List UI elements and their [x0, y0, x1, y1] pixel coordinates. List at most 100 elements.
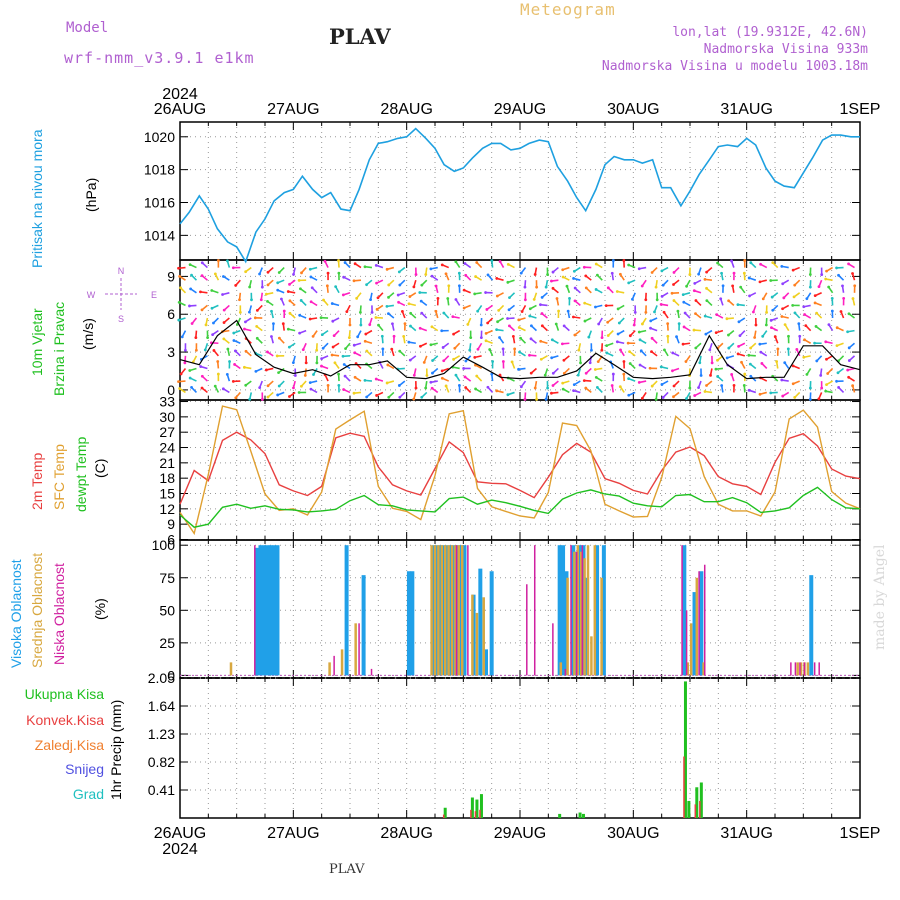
cloud-mid-bar: [593, 545, 597, 676]
wind-arrow-head: [255, 309, 259, 312]
compass-w: W: [87, 290, 96, 300]
wind-arrow-head: [616, 307, 620, 311]
wind-arrow-head: [244, 270, 248, 274]
cloud-mid-bar: [695, 577, 699, 676]
wind-arrow-head: [310, 286, 314, 290]
wind-arrow-head: [243, 327, 246, 331]
wind-arrow-head: [825, 383, 828, 386]
compass-e: E: [151, 290, 157, 300]
wind-arrow-head: [791, 268, 795, 272]
wind-arrow-head: [422, 360, 426, 364]
compass-s: S: [118, 314, 124, 324]
wind-arrow-head: [544, 397, 548, 401]
wind-arrow-head: [781, 394, 785, 398]
wind-arrow-head: [441, 346, 445, 349]
y-tick-label: 9: [167, 268, 175, 284]
wind-arrow-head: [442, 311, 446, 315]
wind-arrow-head: [781, 307, 784, 311]
wind-arrow-head: [535, 398, 539, 401]
wind-arrow-head: [319, 316, 323, 320]
wind-arrow-head: [495, 328, 499, 332]
wind-arrow-head: [813, 341, 817, 345]
wind-arrow-head: [783, 361, 787, 365]
wind-arrow-head: [291, 361, 295, 365]
wind-arrow-head: [847, 312, 851, 316]
wind-arrow-head: [177, 380, 180, 384]
cloud-mid-bar: [590, 636, 593, 676]
wind-arrow-head: [710, 361, 714, 365]
wind-arrow-head: [347, 336, 351, 340]
wind-arrow-head: [398, 349, 402, 353]
wind-arrow-head: [579, 361, 582, 365]
wind-arrow-head: [325, 284, 329, 288]
wind-arrow-head: [615, 290, 619, 293]
precip-total-bar: [558, 813, 562, 818]
wind-arrow-head: [783, 323, 787, 327]
cloud-low-bar: [526, 584, 528, 676]
x-day-label-top: 29AUG: [494, 101, 546, 118]
wind-arrow-head: [698, 361, 702, 365]
wind-arrow-head: [826, 372, 830, 375]
wind-arrow-head: [476, 347, 480, 351]
wind-arrow-head: [776, 347, 780, 351]
wind-arrow-head: [529, 324, 533, 328]
wind-arrow-head: [758, 392, 762, 396]
wind-arrow-head: [626, 341, 630, 345]
wind-arrow-head: [699, 374, 703, 377]
wind-arrow-head: [535, 285, 539, 289]
x-day-label-top: 31AUG: [720, 101, 772, 118]
wind-arrow-head: [561, 275, 565, 279]
wind-arrow-head: [808, 398, 812, 401]
wind-arrow-head: [222, 337, 226, 341]
wind-arrow-head: [440, 329, 444, 333]
cloud-mid-bar: [573, 551, 576, 676]
x-day-label-top: 26AUG: [154, 101, 206, 118]
wind-arrow-head: [402, 334, 406, 338]
wind-arrow-head: [837, 386, 841, 389]
wind-arrow-head: [761, 297, 765, 301]
wind-arrow-head: [568, 297, 571, 300]
wind-arrow-head: [835, 326, 839, 330]
wind-arrow-head: [255, 336, 259, 340]
cloud-low-bar: [581, 545, 584, 676]
wind-arrow-head: [424, 273, 428, 276]
wind-arrow-head: [721, 284, 725, 288]
wind-arrow-head: [566, 309, 570, 313]
wind-arrow-head: [501, 360, 505, 363]
wind-arrow-head: [705, 299, 709, 303]
wind-arrow-head: [808, 285, 812, 289]
wind-arrow-head: [376, 296, 380, 300]
wind-arrow-head: [716, 358, 719, 362]
wind-arrow-head: [631, 297, 634, 301]
wind-arrow-head: [610, 271, 614, 275]
wind-arrow-head: [758, 280, 762, 284]
wind-arrow-head: [660, 295, 664, 298]
wind-arrow-head: [532, 298, 536, 301]
wind-arrow-head: [758, 342, 762, 346]
wind-arrow-head: [682, 325, 686, 329]
cloud-high-bar: [275, 545, 280, 676]
wind-arrow-head: [331, 319, 335, 323]
precip-convective-bar: [470, 809, 472, 818]
wind-arrow-head: [765, 311, 768, 314]
wind-arrow-head: [694, 312, 697, 316]
wind-arrow-head: [813, 301, 817, 305]
wind-arrow-head: [434, 309, 438, 313]
wind-arrow-head: [276, 288, 280, 292]
wind-arrow-head: [814, 325, 818, 328]
wind-arrow-head: [457, 284, 461, 288]
wind-arrow-head: [183, 361, 187, 365]
wind-arrow-head: [847, 359, 851, 362]
wind-arrow-head: [348, 323, 352, 327]
wind-arrow-head: [770, 295, 774, 299]
wind-arrow-head: [320, 364, 323, 368]
wind-arrow-head: [309, 387, 313, 391]
wind-arrow-head: [341, 293, 345, 297]
wind-arrow-head: [255, 325, 259, 328]
wind-arrow-head: [337, 271, 341, 275]
wind-arrow-head: [453, 346, 457, 350]
wind-arrow-head: [221, 293, 224, 296]
wind-arrow-head: [508, 296, 511, 300]
wind-arrow-head: [813, 294, 817, 298]
wind-arrow-head: [639, 349, 643, 353]
